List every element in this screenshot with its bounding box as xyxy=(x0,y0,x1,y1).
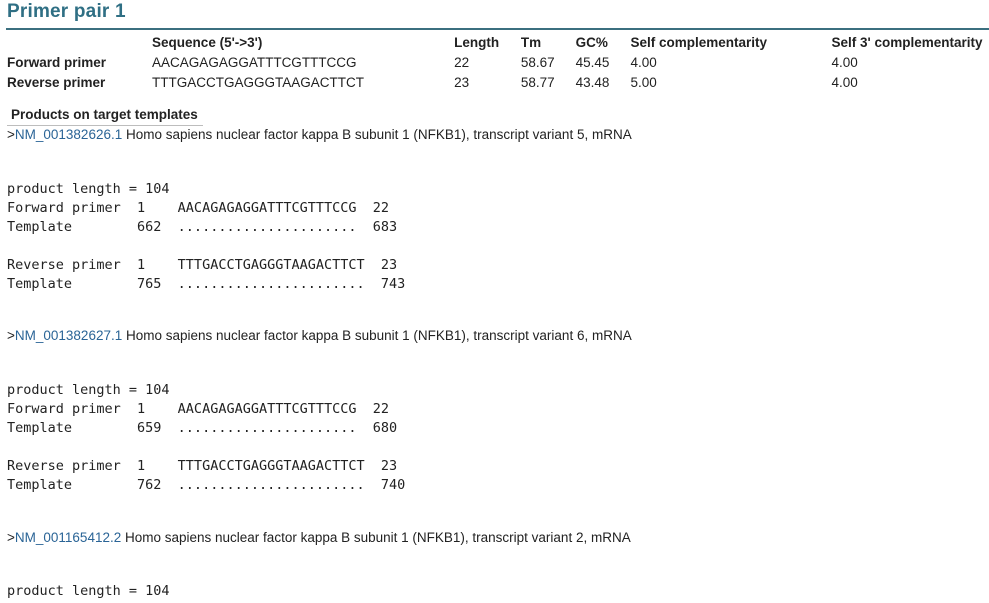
primer-gc: 45.45 xyxy=(575,54,610,70)
hit-marker: > xyxy=(7,328,15,343)
hit-description: Homo sapiens nuclear factor kappa B subu… xyxy=(122,328,632,343)
header-sequence: Sequence (5'->3') xyxy=(152,34,263,50)
products-heading: Products on target templates xyxy=(11,107,198,122)
accession-link[interactable]: NM_001382627.1 xyxy=(14,328,123,343)
hit-description: Homo sapiens nuclear factor kappa B subu… xyxy=(121,530,631,545)
header-empty xyxy=(7,32,152,52)
primer-sequence: TTTGACCTGAGGGTAAGACTTCT xyxy=(152,74,365,90)
primer-table: Sequence (5'->3') Length Tm GC% Self com… xyxy=(7,32,989,92)
hit-header: >NM_001165412.2 Homo sapiens nuclear fac… xyxy=(7,530,631,545)
hit-header: >NM_001382627.1 Homo sapiens nuclear fac… xyxy=(7,328,632,343)
header-self3-comp: Self 3' complementarity xyxy=(831,34,983,50)
header-self-comp: Self complementarity xyxy=(630,34,767,50)
primer-table-header: Sequence (5'->3') Length Tm GC% Self com… xyxy=(7,32,989,52)
primer-sequence: AACAGAGAGGATTTCGTTTCCG xyxy=(152,54,357,70)
primer-self3-comp: 4.00 xyxy=(831,54,858,70)
row-label: Forward primer xyxy=(7,54,107,70)
products-divider xyxy=(7,125,203,126)
hit-description: Homo sapiens nuclear factor kappa B subu… xyxy=(122,127,632,142)
row-label: Reverse primer xyxy=(7,74,106,90)
primer-self3-comp: 4.00 xyxy=(831,74,858,90)
hit-marker: > xyxy=(7,127,15,142)
title-divider xyxy=(6,28,989,30)
primer-tm: 58.67 xyxy=(520,54,555,70)
table-row: Forward primer AACAGAGAGGATTTCGTTTCCG 22… xyxy=(7,52,989,72)
primer-self-comp: 5.00 xyxy=(630,74,657,90)
primer-pair-title: Primer pair 1 xyxy=(7,1,126,22)
hit-header: >NM_001382626.1 Homo sapiens nuclear fac… xyxy=(7,127,632,142)
accession-link[interactable]: NM_001382626.1 xyxy=(14,127,123,142)
alignment-block: product length = 104 Forward primer 1 AA… xyxy=(7,181,406,292)
hit-marker: > xyxy=(7,530,15,545)
primer-length: 23 xyxy=(454,74,470,90)
header-tm: Tm xyxy=(520,34,542,50)
alignment-block: product length = 104 xyxy=(7,583,170,599)
accession-link[interactable]: NM_001165412.2 xyxy=(14,530,122,545)
header-gc: GC% xyxy=(575,34,608,50)
primer-tm: 58.77 xyxy=(520,74,555,90)
alignment-block: product length = 104 Forward primer 1 AA… xyxy=(7,382,406,493)
primer-length: 22 xyxy=(454,54,470,70)
primer-gc: 43.48 xyxy=(575,74,610,90)
table-row: Reverse primer TTTGACCTGAGGGTAAGACTTCT 2… xyxy=(7,72,989,92)
header-length: Length xyxy=(454,34,500,50)
primer-self-comp: 4.00 xyxy=(630,54,657,70)
